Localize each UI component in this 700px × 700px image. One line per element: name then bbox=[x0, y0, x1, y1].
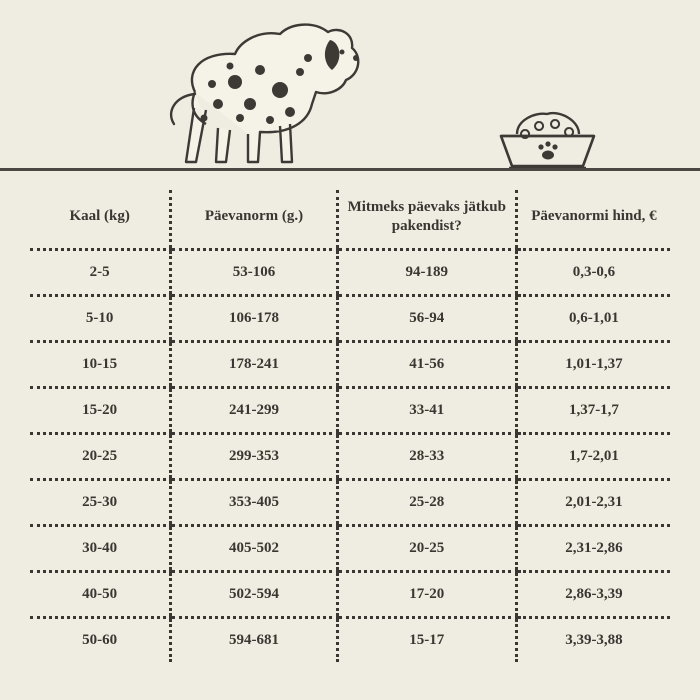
feeding-guide-card: Kaal (kg) Päevanorm (g.) Mitmeks päevaks… bbox=[0, 0, 700, 700]
table-cell: 94-189 bbox=[337, 249, 516, 295]
table-row: 15-20241-29933-411,37-1,7 bbox=[30, 387, 670, 433]
header-illustration bbox=[0, 0, 700, 170]
table-cell: 178-241 bbox=[171, 341, 337, 387]
table-cell: 1,37-1,7 bbox=[516, 387, 670, 433]
table-cell: 1,7-2,01 bbox=[516, 433, 670, 479]
table-cell: 41-56 bbox=[337, 341, 516, 387]
table-cell: 33-41 bbox=[337, 387, 516, 433]
col-weight: Kaal (kg) bbox=[30, 190, 171, 249]
table-row: 25-30353-40525-282,01-2,31 bbox=[30, 479, 670, 525]
table-cell: 40-50 bbox=[30, 571, 171, 617]
table-cell: 594-681 bbox=[171, 617, 337, 662]
table-cell: 0,3-0,6 bbox=[516, 249, 670, 295]
table-row: 5-10106-17856-940,6-1,01 bbox=[30, 295, 670, 341]
table-cell: 502-594 bbox=[171, 571, 337, 617]
table-cell: 25-30 bbox=[30, 479, 171, 525]
table-cell: 53-106 bbox=[171, 249, 337, 295]
table-cell: 25-28 bbox=[337, 479, 516, 525]
table-cell: 353-405 bbox=[171, 479, 337, 525]
table-cell: 241-299 bbox=[171, 387, 337, 433]
table-cell: 15-20 bbox=[30, 387, 171, 433]
table-cell: 2,86-3,39 bbox=[516, 571, 670, 617]
table-cell: 20-25 bbox=[30, 433, 171, 479]
col-days: Mitmeks päevaks jätkub pakendist? bbox=[337, 190, 516, 249]
food-bowl-icon bbox=[495, 110, 600, 170]
feeding-data-table: Kaal (kg) Päevanorm (g.) Mitmeks päevaks… bbox=[30, 190, 670, 662]
table-row: 2-553-10694-1890,3-0,6 bbox=[30, 249, 670, 295]
table-cell: 3,39-3,88 bbox=[516, 617, 670, 662]
horizon-line bbox=[0, 168, 700, 171]
table-cell: 299-353 bbox=[171, 433, 337, 479]
table-header-row: Kaal (kg) Päevanorm (g.) Mitmeks päevaks… bbox=[30, 190, 670, 249]
dalmatian-dog-icon bbox=[140, 12, 390, 170]
table-cell: 17-20 bbox=[337, 571, 516, 617]
table-cell: 0,6-1,01 bbox=[516, 295, 670, 341]
table-cell: 2-5 bbox=[30, 249, 171, 295]
table-row: 10-15178-24141-561,01-1,37 bbox=[30, 341, 670, 387]
table-cell: 28-33 bbox=[337, 433, 516, 479]
table-cell: 30-40 bbox=[30, 525, 171, 571]
feeding-table: Kaal (kg) Päevanorm (g.) Mitmeks päevaks… bbox=[30, 190, 670, 662]
table-cell: 56-94 bbox=[337, 295, 516, 341]
table-cell: 10-15 bbox=[30, 341, 171, 387]
table-row: 20-25299-35328-331,7-2,01 bbox=[30, 433, 670, 479]
table-cell: 106-178 bbox=[171, 295, 337, 341]
table-cell: 15-17 bbox=[337, 617, 516, 662]
col-daily-norm: Päevanorm (g.) bbox=[171, 190, 337, 249]
table-row: 40-50502-59417-202,86-3,39 bbox=[30, 571, 670, 617]
col-price: Päevanormi hind, € bbox=[516, 190, 670, 249]
table-cell: 2,31-2,86 bbox=[516, 525, 670, 571]
table-cell: 405-502 bbox=[171, 525, 337, 571]
table-cell: 50-60 bbox=[30, 617, 171, 662]
table-row: 50-60594-68115-173,39-3,88 bbox=[30, 617, 670, 662]
table-row: 30-40405-50220-252,31-2,86 bbox=[30, 525, 670, 571]
table-cell: 5-10 bbox=[30, 295, 171, 341]
table-body: 2-553-10694-1890,3-0,65-10106-17856-940,… bbox=[30, 249, 670, 662]
table-cell: 20-25 bbox=[337, 525, 516, 571]
table-cell: 1,01-1,37 bbox=[516, 341, 670, 387]
table-cell: 2,01-2,31 bbox=[516, 479, 670, 525]
